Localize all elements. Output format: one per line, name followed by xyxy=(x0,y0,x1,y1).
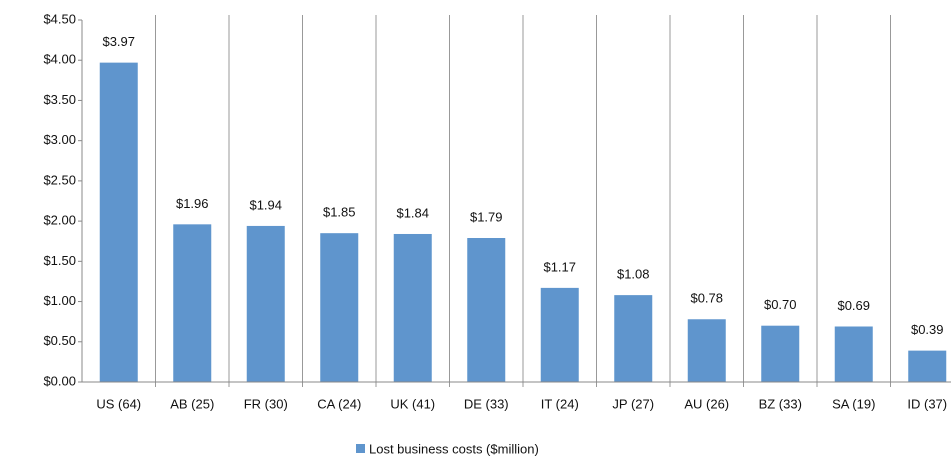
x-tick-label: US (64) xyxy=(96,396,141,411)
bar xyxy=(540,287,579,382)
x-tick-label: AU (26) xyxy=(684,396,729,411)
bar xyxy=(687,319,726,382)
x-tick-label: FR (30) xyxy=(244,396,288,411)
value-label: $1.79 xyxy=(470,209,503,224)
value-label: $0.69 xyxy=(837,298,870,313)
value-label: $1.94 xyxy=(249,197,282,212)
value-label: $1.96 xyxy=(176,196,209,211)
y-tick-label: $3.50 xyxy=(43,92,76,107)
x-tick-label: SA (19) xyxy=(832,396,875,411)
y-tick-label: $4.50 xyxy=(43,11,76,26)
x-tick-label: BZ (33) xyxy=(759,396,802,411)
y-tick-label: $4.00 xyxy=(43,52,76,67)
value-label: $1.85 xyxy=(323,205,356,220)
bar xyxy=(173,224,212,382)
bar xyxy=(393,233,432,382)
bar xyxy=(614,295,653,382)
bar xyxy=(467,238,506,382)
value-label: $0.70 xyxy=(764,297,797,312)
bar xyxy=(834,326,873,382)
x-tick-label: IT (24) xyxy=(541,396,579,411)
legend-swatch xyxy=(356,444,365,453)
x-tick-label: CA (24) xyxy=(317,396,361,411)
value-label: $3.97 xyxy=(102,34,135,49)
bar xyxy=(99,62,138,382)
x-tick-label: ID (37) xyxy=(907,396,947,411)
y-tick-label: $0.00 xyxy=(43,373,76,388)
value-label: $1.08 xyxy=(617,267,650,282)
bar xyxy=(320,233,359,382)
value-label: $0.39 xyxy=(911,322,944,337)
y-tick-label: $2.50 xyxy=(43,172,76,187)
y-tick-label: $1.50 xyxy=(43,253,76,268)
bar xyxy=(246,225,285,382)
bar xyxy=(761,325,800,382)
bar xyxy=(908,350,947,382)
y-tick-label: $0.50 xyxy=(43,333,76,348)
y-tick-label: $2.00 xyxy=(43,213,76,228)
x-tick-label: DE (33) xyxy=(464,396,509,411)
value-label: $1.84 xyxy=(396,205,429,220)
value-label: $1.17 xyxy=(543,259,576,274)
y-tick-label: $1.00 xyxy=(43,293,76,308)
value-label: $0.78 xyxy=(690,291,723,306)
x-tick-label: JP (27) xyxy=(612,396,654,411)
y-tick-label: $3.00 xyxy=(43,132,76,147)
legend-label: Lost business costs ($million) xyxy=(369,441,539,456)
x-tick-label: AB (25) xyxy=(170,396,214,411)
x-tick-label: UK (41) xyxy=(390,396,435,411)
